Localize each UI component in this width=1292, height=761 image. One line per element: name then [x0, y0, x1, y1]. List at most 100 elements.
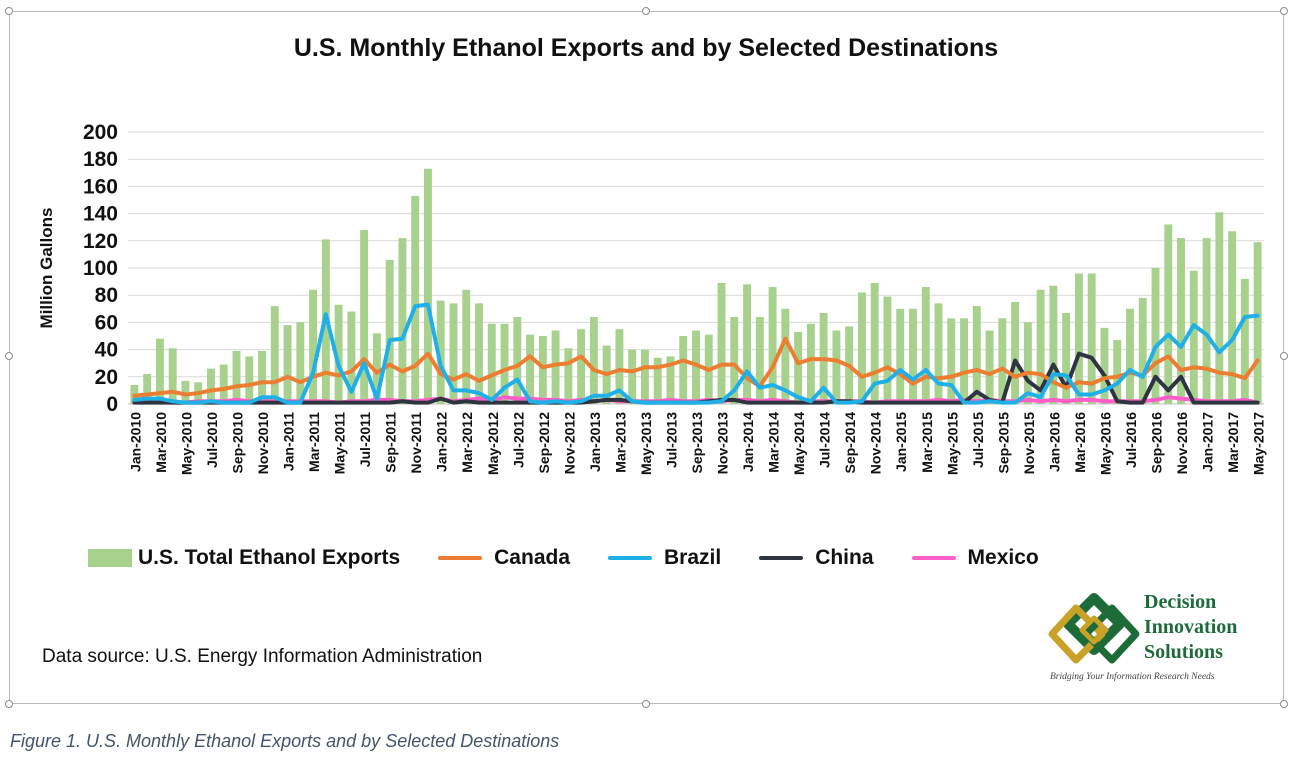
- y-tick-label: 140: [83, 203, 118, 226]
- bar: [1189, 270, 1198, 404]
- legend-item-china: China: [759, 546, 874, 570]
- x-tick-label: Mar-2013: [612, 412, 628, 473]
- bar: [219, 364, 228, 404]
- resize-handle-top-right[interactable]: [1280, 7, 1288, 15]
- series-line-brazil: [132, 302, 1260, 405]
- bar: [1164, 224, 1173, 404]
- logo-line-2: Innovation: [1144, 616, 1238, 638]
- resize-handle-top-middle[interactable]: [642, 7, 650, 15]
- x-tick-label: May-2010: [178, 412, 194, 475]
- bar: [615, 329, 624, 404]
- bar: [947, 318, 956, 404]
- bar: [436, 300, 445, 404]
- bar: [909, 308, 917, 404]
- resize-handle-bottom-middle[interactable]: [642, 700, 650, 708]
- resize-handle-middle-left[interactable]: [5, 352, 13, 360]
- bar: [730, 316, 739, 404]
- bar: [207, 368, 215, 404]
- x-tick-label: Nov-2011: [408, 412, 424, 474]
- resize-handle-bottom-left[interactable]: [5, 700, 13, 708]
- x-tick-label: Sep-2010: [229, 412, 245, 474]
- interlocking-knot-icon: [1048, 593, 1140, 664]
- x-tick-label: May-2015: [944, 412, 960, 475]
- bar: [526, 334, 535, 404]
- resize-handle-middle-right[interactable]: [1280, 352, 1288, 360]
- bar: [640, 349, 649, 404]
- bar: [385, 259, 394, 404]
- y-tick-label: 180: [83, 148, 118, 171]
- x-tick-label: Sep-2015: [995, 412, 1011, 474]
- x-tick-label: Nov-2010: [255, 412, 271, 474]
- chart-title: U.S. Monthly Ethanol Exports and by Sele…: [293, 34, 999, 62]
- bar: [857, 292, 866, 404]
- logo-line-3: Solutions: [1144, 641, 1223, 663]
- bar: [577, 329, 586, 404]
- bar: [334, 304, 343, 404]
- bar: [972, 306, 981, 404]
- x-tick-label: Nov-2012: [561, 412, 577, 474]
- figure-caption: Figure 1. U.S. Monthly Ethanol Exports a…: [10, 731, 560, 751]
- bar: [1011, 302, 1020, 404]
- bar: [998, 318, 1007, 404]
- x-tick-label: Sep-2012: [536, 412, 552, 474]
- y-tick-label: 0: [106, 393, 118, 416]
- logo-tagline: Bridging Your Information Research Needs: [1050, 672, 1215, 682]
- legend-swatch-total: [88, 549, 132, 567]
- bar: [258, 350, 266, 404]
- x-tick-label: Jul-2011: [357, 412, 373, 467]
- bar: [296, 322, 305, 404]
- y-tick-labels: 0 20 40 60 80 100 120 140 160 180 200: [83, 121, 118, 416]
- bar: [347, 311, 356, 404]
- legend: U.S. Total Ethanol Exports Canada Brazil…: [88, 546, 1077, 570]
- bar: [589, 316, 598, 404]
- bar: [806, 323, 815, 404]
- bar: [487, 323, 496, 404]
- legend-label-china: China: [815, 546, 874, 569]
- bar: [283, 325, 292, 404]
- x-tick-label: Jul-2016: [1123, 412, 1139, 468]
- legend-swatch-brazil: [608, 556, 652, 560]
- bar: [717, 282, 726, 404]
- bar: [679, 336, 688, 404]
- bar: [1215, 212, 1224, 404]
- bar: [781, 308, 790, 404]
- bar: [870, 282, 879, 404]
- x-tick-label: Mar-2017: [1225, 412, 1241, 473]
- resize-handle-top-left[interactable]: [5, 7, 13, 15]
- legend-item-canada: Canada: [438, 546, 570, 570]
- x-tick-label: May-2017: [1251, 412, 1267, 475]
- bar: [372, 333, 381, 404]
- x-tick-label: Jan-2017: [1200, 412, 1216, 472]
- bar: [270, 306, 279, 404]
- bar: [398, 238, 407, 404]
- x-tick-label: Jan-2011: [281, 412, 297, 471]
- bar: [168, 348, 177, 404]
- y-tick-label: 60: [95, 311, 118, 334]
- bar: [1049, 285, 1058, 404]
- bar: [832, 330, 841, 404]
- bar: [1228, 231, 1237, 404]
- x-tick-label: Sep-2013: [689, 412, 705, 474]
- bar: [551, 330, 560, 404]
- x-tick-label: Jan-2015: [893, 412, 909, 472]
- y-tick-label: 160: [83, 175, 118, 198]
- bar: [155, 338, 164, 404]
- x-tick-label: Sep-2011: [383, 412, 399, 473]
- legend-label-canada: Canada: [494, 546, 570, 569]
- x-tick-label: Jul-2010: [204, 412, 220, 468]
- legend-item-mexico: Mexico: [911, 546, 1039, 570]
- bar: [960, 318, 969, 404]
- chart-plot: 0 20 40 60 80 100 120 140 160 180 200 Jan-2010 Mar-…: [37, 121, 1267, 475]
- bar: [628, 349, 637, 404]
- y-tick-label: 100: [83, 257, 118, 280]
- x-tick-label: Mar-2012: [459, 412, 475, 473]
- x-tick-label: May-2011: [332, 412, 348, 474]
- y-tick-label: 200: [83, 121, 118, 144]
- x-tick-label: Nov-2014: [868, 412, 884, 474]
- resize-handle-bottom-right[interactable]: [1280, 700, 1288, 708]
- x-tick-label: Jan-2012: [434, 412, 450, 472]
- x-tick-label: Mar-2011: [306, 412, 322, 472]
- bar: [794, 331, 803, 404]
- bar: [743, 284, 752, 404]
- bar: [1100, 327, 1109, 404]
